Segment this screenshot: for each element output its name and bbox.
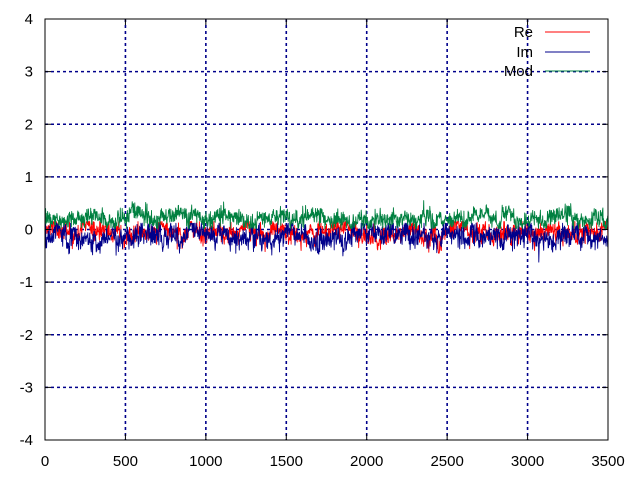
- legend: Re Im Mod: [504, 24, 590, 80]
- y-tick-label: -4: [20, 432, 33, 449]
- x-tick-label: 1000: [189, 453, 222, 470]
- y-tick-label: 1: [25, 169, 33, 186]
- x-tick-label: 0: [41, 453, 49, 470]
- y-tick-label: 2: [25, 116, 33, 133]
- x-tick-label: 2500: [430, 453, 463, 470]
- series-line-im: [44, 222, 609, 263]
- y-tick-label: 0: [25, 222, 33, 239]
- legend-label-re: Re: [514, 24, 533, 41]
- x-tick-label: 2000: [350, 453, 383, 470]
- y-tick-label: -3: [20, 379, 33, 396]
- series-line-mod: [44, 200, 609, 229]
- axes: 0 500 1000 1500 2000 2500 3000 3500 -4 -3 -2 -1 0 1 2 3…: [20, 11, 625, 470]
- series-line-re: [44, 221, 609, 254]
- legend-label-mod: Mod: [504, 63, 533, 80]
- y-tick-label: 4: [25, 11, 33, 28]
- legend-label-im: Im: [516, 44, 533, 61]
- x-tick-label: 3500: [591, 453, 624, 470]
- y-tick-label: -2: [20, 327, 33, 344]
- x-tick-label: 3000: [511, 453, 544, 470]
- x-tick-label: 500: [113, 453, 138, 470]
- plot-series: [44, 200, 609, 263]
- x-tick-label: 1500: [270, 453, 303, 470]
- y-tick-label: -1: [20, 274, 33, 291]
- y-tick-label: 3: [25, 64, 33, 81]
